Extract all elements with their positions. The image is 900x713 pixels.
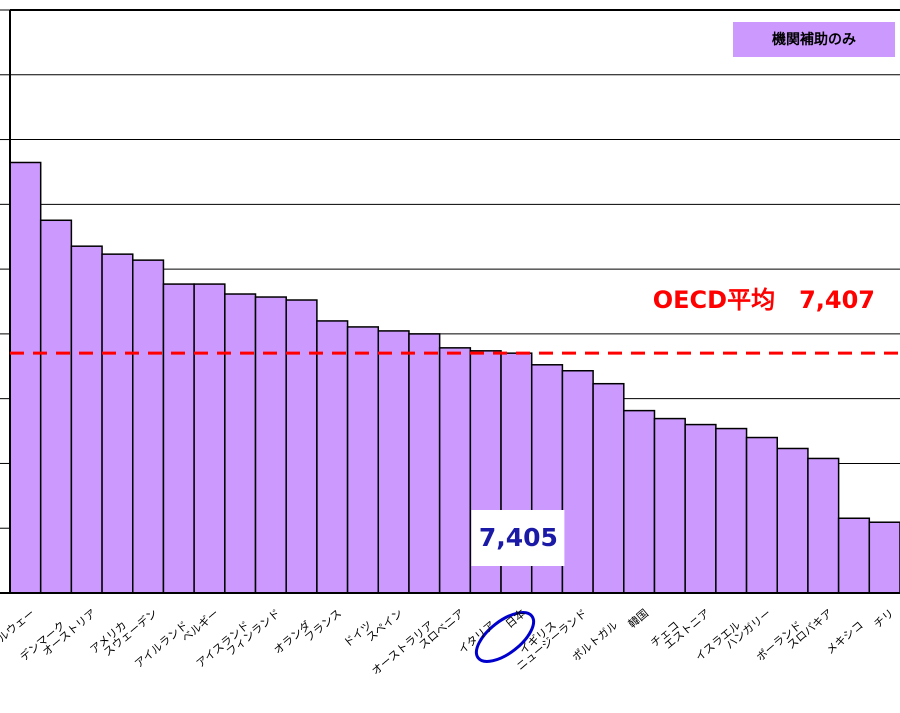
bar <box>9 161 42 594</box>
bar <box>377 330 410 594</box>
bar <box>561 369 594 594</box>
bar <box>438 347 472 594</box>
bar <box>224 293 257 594</box>
highlight-ellipse <box>474 611 536 663</box>
bar <box>837 517 871 594</box>
bar <box>776 447 809 594</box>
bar <box>868 521 900 594</box>
bar <box>132 259 165 594</box>
value-label-box <box>471 510 565 566</box>
bar <box>346 326 380 594</box>
bar <box>592 382 625 594</box>
bar <box>285 299 318 594</box>
bar <box>39 219 73 594</box>
bar <box>316 320 349 594</box>
legend-label: 機関補助のみ <box>772 31 856 48</box>
bar <box>684 423 717 594</box>
bar <box>715 427 748 594</box>
value-label: 7,405 <box>479 523 558 552</box>
bar <box>101 253 134 594</box>
bar <box>193 283 226 594</box>
bar <box>623 409 656 594</box>
bar <box>408 333 441 594</box>
average-label: OECD平均 7,407 <box>653 286 875 314</box>
bar <box>807 457 840 594</box>
bar <box>162 283 195 594</box>
bar <box>653 417 686 594</box>
bar <box>70 245 103 594</box>
bar <box>254 296 287 594</box>
bar <box>745 436 778 594</box>
legend-box <box>733 22 895 57</box>
